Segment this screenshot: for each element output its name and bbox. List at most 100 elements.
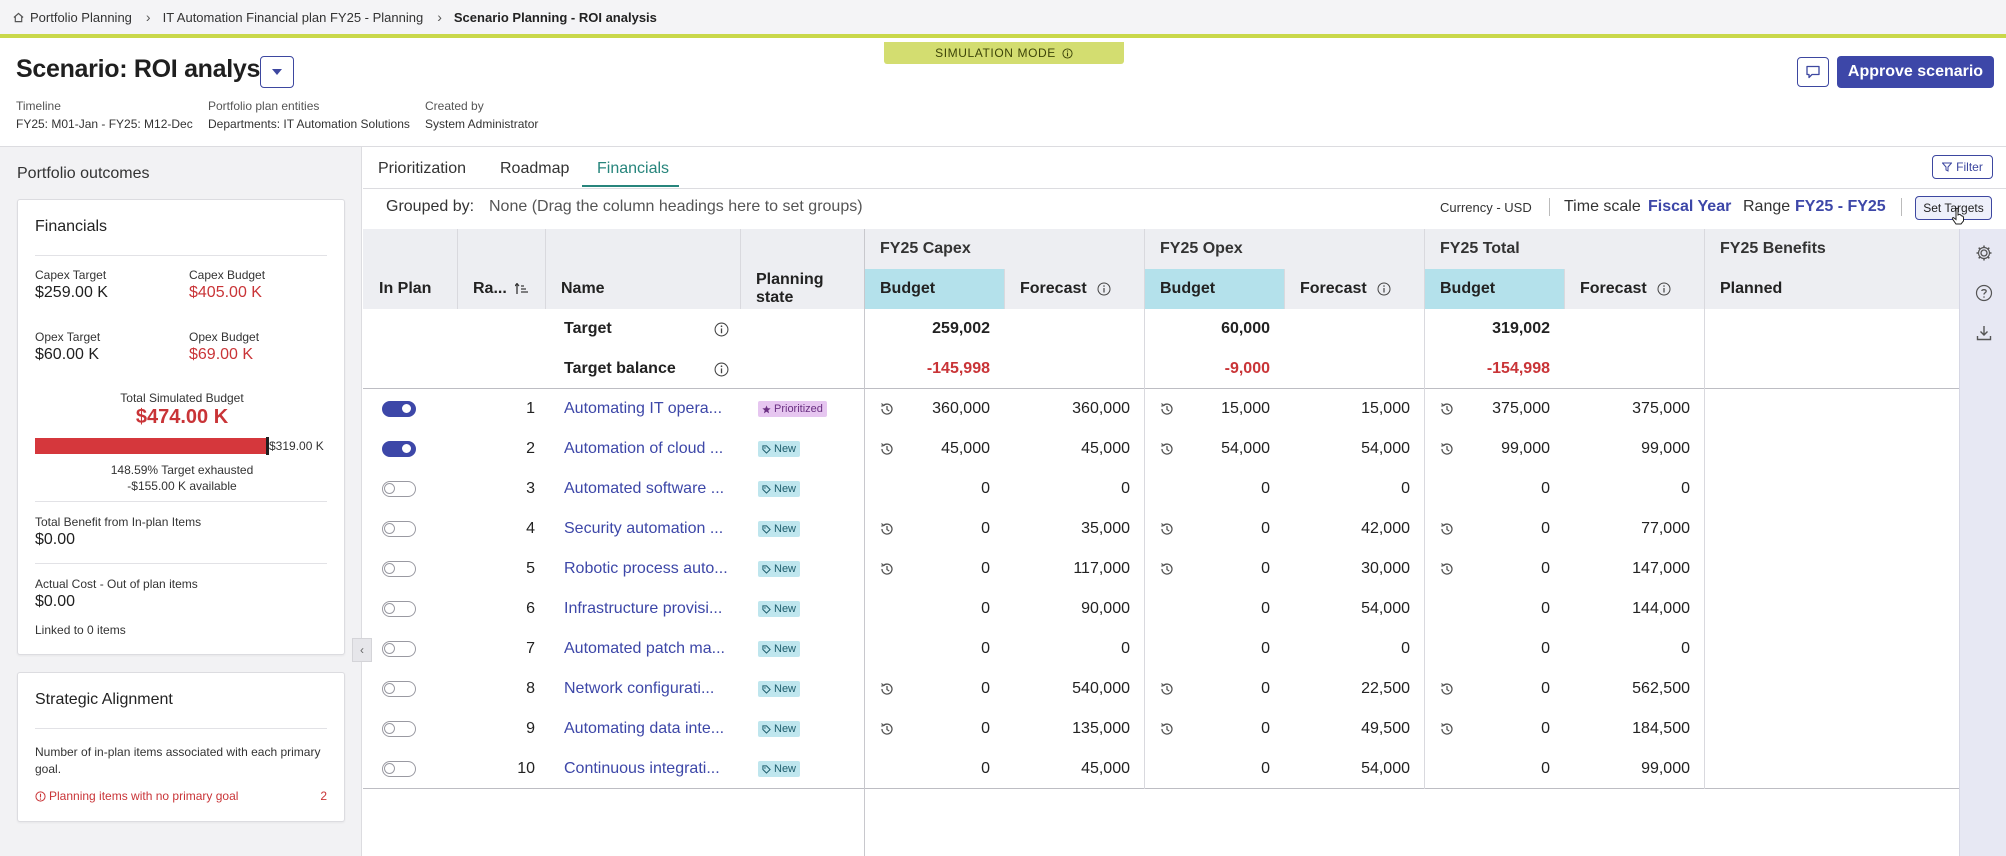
in-plan-toggle[interactable] (382, 681, 416, 697)
capex-budget-cell[interactable]: 45,000 (941, 440, 990, 457)
table-row[interactable]: 8 Network configurati... New 0 540,000 0… (363, 669, 1959, 709)
breadcrumb-item-portfolio[interactable]: Portfolio Planning (13, 10, 132, 25)
table-row[interactable]: 10 Continuous integrati... New 0 45,000 … (363, 749, 1959, 789)
capex-budget-cell[interactable]: 0 (981, 640, 990, 657)
info-icon[interactable] (714, 322, 729, 337)
column-header-benefits-planned[interactable]: Planned (1704, 269, 1959, 309)
history-icon[interactable] (879, 441, 895, 457)
group-drop-zone[interactable]: None (Drag the column headings here to s… (489, 198, 863, 215)
capex-budget-cell[interactable]: 0 (981, 760, 990, 777)
tab-financials[interactable]: Financials (597, 160, 670, 177)
history-icon[interactable] (1439, 441, 1455, 457)
info-icon[interactable] (714, 362, 729, 377)
capex-budget-cell[interactable]: 0 (981, 720, 990, 737)
in-plan-toggle[interactable] (382, 441, 416, 457)
column-header-capex-forecast[interactable]: Forecast (1004, 269, 1144, 309)
history-icon[interactable] (1439, 721, 1455, 737)
in-plan-toggle[interactable] (382, 641, 416, 657)
approve-scenario-button[interactable]: Approve scenario (1837, 56, 1994, 88)
opex-budget-cell[interactable]: 0 (1261, 640, 1270, 657)
history-icon[interactable] (879, 561, 895, 577)
in-plan-toggle[interactable] (382, 521, 416, 537)
opex-budget-cell[interactable]: 0 (1261, 560, 1270, 577)
history-icon[interactable] (1439, 561, 1455, 577)
history-icon[interactable] (1439, 401, 1455, 417)
opex-budget-cell[interactable]: 0 (1261, 720, 1270, 737)
item-name-link[interactable]: Robotic process auto... (564, 560, 728, 577)
history-icon[interactable] (1439, 681, 1455, 697)
history-icon[interactable] (1439, 521, 1455, 537)
column-header-capex-budget[interactable]: Budget (864, 269, 1004, 309)
in-plan-toggle[interactable] (382, 481, 416, 497)
in-plan-toggle[interactable] (382, 601, 416, 617)
capex-budget-cell[interactable]: 0 (981, 680, 990, 697)
opex-budget-cell[interactable]: 15,000 (1221, 400, 1270, 417)
tab-roadmap[interactable]: Roadmap (500, 160, 570, 177)
no-goal-warning[interactable]: Planning items with no primary goal (35, 789, 238, 803)
history-icon[interactable] (879, 721, 895, 737)
gear-icon[interactable] (1975, 244, 1993, 262)
column-header-total-budget[interactable]: Budget (1424, 269, 1564, 309)
item-name-link[interactable]: Continuous integrati... (564, 760, 720, 777)
column-header-opex-budget[interactable]: Budget (1144, 269, 1284, 309)
capex-budget-cell[interactable]: 0 (981, 600, 990, 617)
range-value[interactable]: FY25 - FY25 (1795, 198, 1886, 215)
history-icon[interactable] (879, 521, 895, 537)
time-scale-value[interactable]: Fiscal Year (1648, 198, 1732, 215)
item-name-link[interactable]: Network configurati... (564, 680, 715, 697)
column-header-planning-state[interactable]: Planning state (740, 269, 864, 309)
table-row[interactable]: 1 Automating IT opera... Prioritized 360… (363, 389, 1959, 429)
capex-budget-cell[interactable]: 0 (981, 520, 990, 537)
opex-budget-cell[interactable]: 0 (1261, 680, 1270, 697)
history-icon[interactable] (1159, 561, 1175, 577)
opex-budget-cell[interactable]: 0 (1261, 520, 1270, 537)
table-row[interactable]: 5 Robotic process auto... New 0 117,000 … (363, 549, 1959, 589)
filter-button[interactable]: Filter (1932, 155, 1993, 179)
info-icon[interactable] (1097, 282, 1111, 296)
breadcrumb-item-plan[interactable]: IT Automation Financial plan FY25 - Plan… (162, 9, 424, 25)
history-icon[interactable] (1159, 441, 1175, 457)
sort-ascending-icon[interactable] (514, 283, 529, 295)
item-name-link[interactable]: Automation of cloud ... (564, 440, 724, 457)
collapse-panel-button[interactable]: ‹ (352, 638, 372, 662)
help-icon[interactable] (1975, 284, 1993, 302)
table-row[interactable]: 7 Automated patch ma... New 0 0 0 0 0 0 (363, 629, 1959, 669)
capex-budget-cell[interactable]: 360,000 (932, 400, 990, 417)
column-header-total-forecast[interactable]: Forecast (1564, 269, 1704, 309)
item-name-link[interactable]: Security automation ... (564, 520, 724, 537)
info-icon[interactable] (1062, 47, 1073, 59)
history-icon[interactable] (879, 401, 895, 417)
history-icon[interactable] (1159, 401, 1175, 417)
history-icon[interactable] (879, 681, 895, 697)
breadcrumb-label[interactable]: Portfolio Planning (30, 9, 132, 25)
history-icon[interactable] (1159, 521, 1175, 537)
in-plan-toggle[interactable] (382, 401, 416, 417)
column-header-opex-forecast[interactable]: Forecast (1284, 269, 1424, 309)
info-icon[interactable] (1657, 282, 1671, 296)
capex-budget-cell[interactable]: 0 (981, 480, 990, 497)
download-icon[interactable] (1975, 324, 1993, 342)
comment-button[interactable] (1797, 57, 1829, 87)
history-icon[interactable] (1159, 681, 1175, 697)
table-row[interactable]: 2 Automation of cloud ... New 45,000 45,… (363, 429, 1959, 469)
opex-budget-cell[interactable]: 54,000 (1221, 440, 1270, 457)
capex-budget-cell[interactable]: 0 (981, 560, 990, 577)
column-header-name[interactable]: Name (545, 269, 740, 309)
in-plan-toggle[interactable] (382, 561, 416, 577)
item-name-link[interactable]: Automated software ... (564, 480, 725, 497)
item-name-link[interactable]: Automating data inte... (564, 720, 725, 737)
column-header-rank[interactable]: Ra... (457, 269, 545, 309)
info-icon[interactable] (1377, 282, 1391, 296)
table-row[interactable]: 4 Security automation ... New 0 35,000 0… (363, 509, 1959, 549)
in-plan-toggle[interactable] (382, 761, 416, 777)
table-row[interactable]: 6 Infrastructure provisi... New 0 90,000… (363, 589, 1959, 629)
scenario-dropdown-button[interactable] (260, 56, 294, 88)
item-name-link[interactable]: Automated patch ma... (564, 640, 725, 657)
opex-budget-cell[interactable]: 0 (1261, 760, 1270, 777)
table-row[interactable]: 3 Automated software ... New 0 0 0 0 0 0 (363, 469, 1959, 509)
item-name-link[interactable]: Infrastructure provisi... (564, 600, 723, 617)
table-row[interactable]: 9 Automating data inte... New 0 135,000 … (363, 709, 1959, 749)
in-plan-toggle[interactable] (382, 721, 416, 737)
opex-budget-cell[interactable]: 0 (1261, 600, 1270, 617)
opex-budget-cell[interactable]: 0 (1261, 480, 1270, 497)
